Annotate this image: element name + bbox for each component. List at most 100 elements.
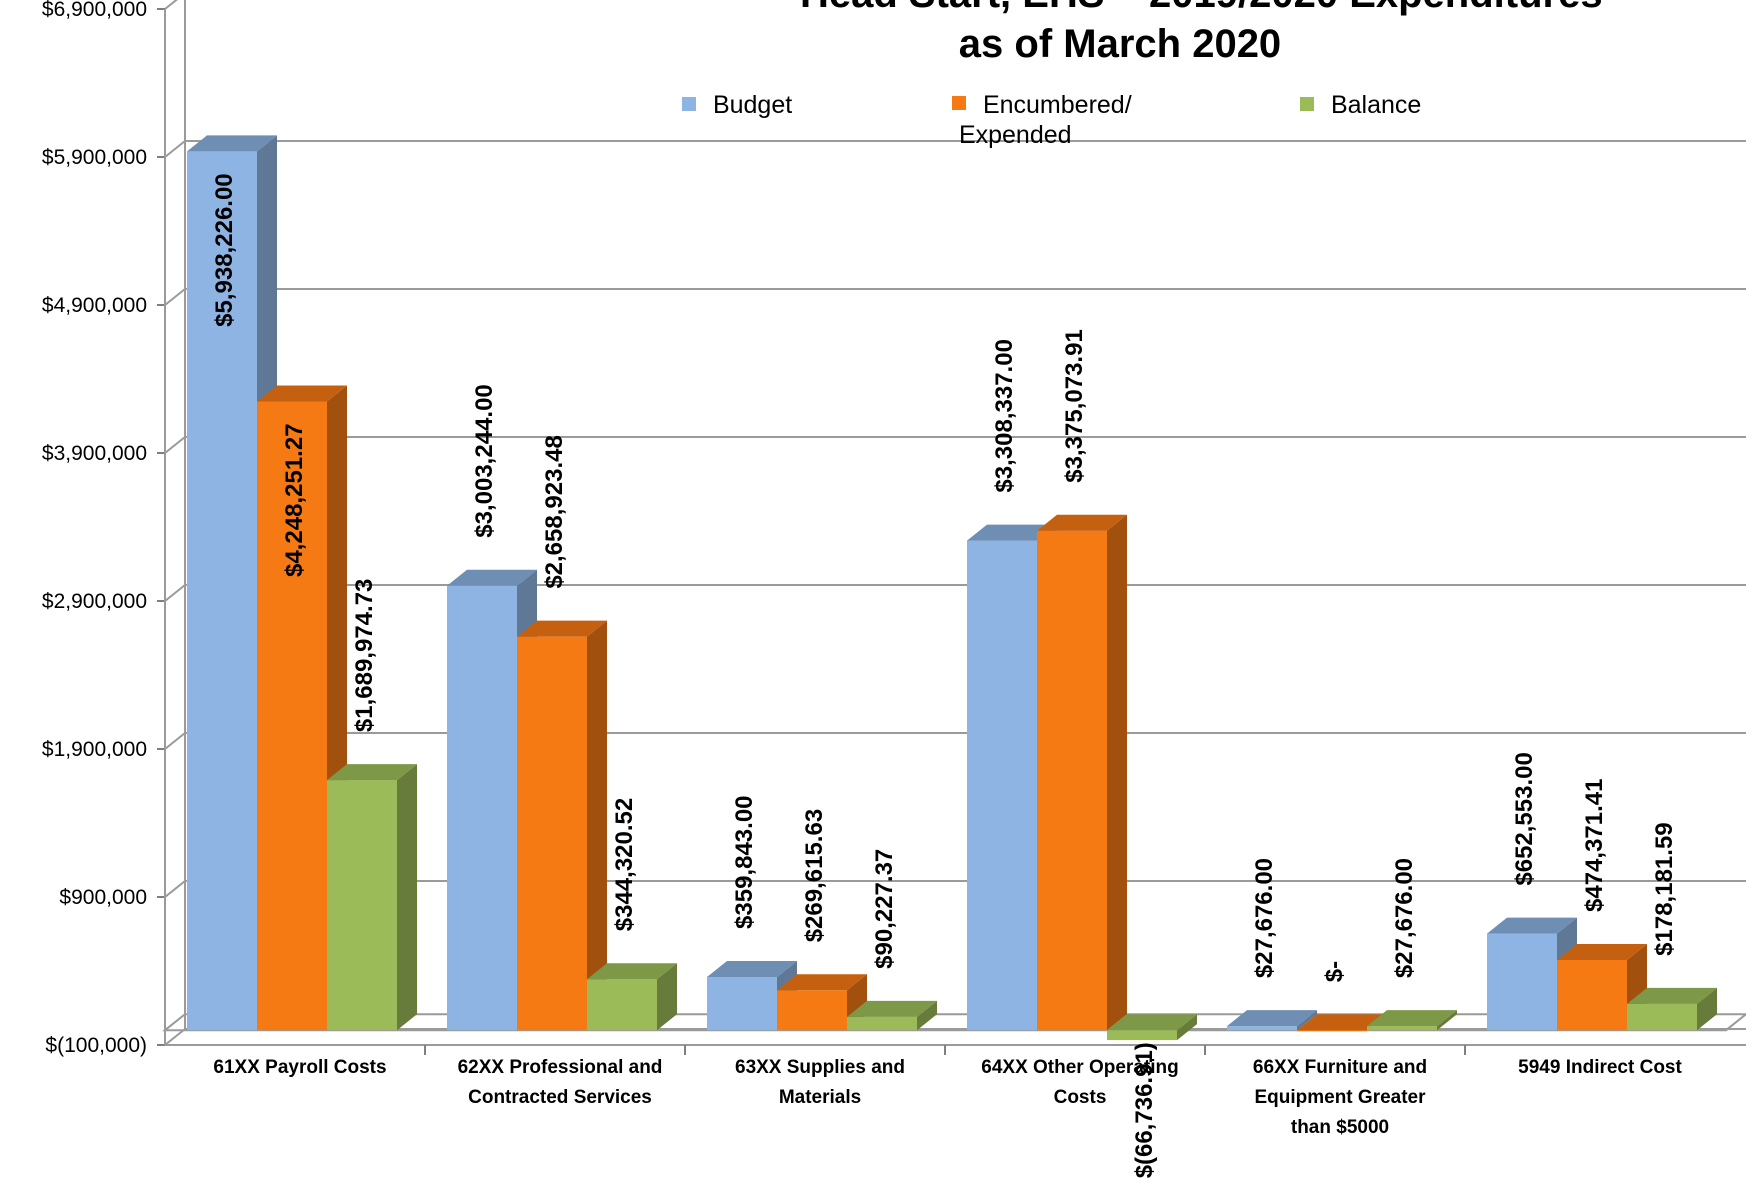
bar-side-2-5: [1697, 987, 1717, 1031]
bar-front-0-5: [1487, 933, 1557, 1031]
floor-plane: [162, 1013, 1746, 1032]
bar-top-1-4: [1297, 1014, 1387, 1031]
bar-front-1-5: [1557, 959, 1627, 1031]
ytick-label-6: $5,900,000: [42, 146, 147, 169]
category-label-4-0: 66XX Furniture and: [1253, 1057, 1427, 1078]
bar-side-0-4: [1297, 1010, 1317, 1031]
data-label-1-3: $3,375,073.91: [1061, 329, 1088, 482]
bar-2-3: [1107, 1014, 1197, 1041]
bar-front-2-3: [1107, 1030, 1177, 1041]
labels-layer: $5,938,226.00 $3,003,244.00 $359,843.00 $3,…: [211, 173, 1678, 1178]
bar-side-2-1: [657, 963, 677, 1031]
gridline-wall-6: [164, 140, 186, 158]
ytick-label-1: $900,000: [59, 886, 147, 909]
bar-top-2-1: [587, 963, 677, 980]
data-label-1-4: $-: [1321, 961, 1348, 982]
data-label-0-4: $27,676.00: [1251, 858, 1278, 978]
bar-front-2-0: [327, 780, 397, 1031]
bar-side-2-0: [397, 764, 417, 1031]
category-label-2-1: Materials: [779, 1087, 861, 1108]
bar-front-1-4: [1297, 1030, 1367, 1032]
category-label-0-0: 61XX Payroll Costs: [213, 1057, 386, 1078]
data-label-2-3: $(66,736.91): [1131, 1042, 1158, 1178]
bar-2-1: [587, 963, 677, 1031]
bar-front-2-4: [1367, 1026, 1437, 1031]
bar-top-2-4: [1367, 1010, 1457, 1027]
ytick-label-2: $1,900,000: [42, 738, 147, 761]
bar-1-3: [1037, 514, 1127, 1031]
gridline-wall-5: [164, 288, 186, 306]
bar-top-1-2: [777, 974, 867, 991]
data-label-0-3: $3,308,337.00: [991, 339, 1018, 492]
legend-label-budget: Budget: [712, 91, 793, 119]
legend-item-balance: Balance: [1300, 90, 1421, 120]
data-label-1-1: $2,658,923.48: [541, 435, 568, 588]
bar-top-2-2: [847, 1000, 937, 1017]
legend-label-encumbered-line-1: Encumbered/: [982, 91, 1132, 119]
bar-front-1-1: [517, 636, 587, 1031]
bar-front-0-1: [447, 585, 517, 1031]
bar-top-1-1: [517, 620, 607, 637]
bar-top-0-2: [707, 960, 797, 977]
bar-top-0-1: [447, 569, 537, 586]
bar-1-1: [517, 620, 607, 1031]
category-label-1-0: 62XX Professional and: [458, 1057, 663, 1078]
category-label-1-1: Contracted Services: [468, 1087, 652, 1108]
chart-title-line-1: Head Start, EHS – 2019/2020 Expenditures: [800, 0, 1603, 17]
bars-layer: [187, 135, 1717, 1041]
bar-front-2-5: [1627, 1003, 1697, 1031]
data-label-2-5: $178,181.59: [1651, 822, 1678, 955]
category-label-3-1: Costs: [1054, 1087, 1107, 1108]
axis-layer: $(100,000) $900,000 $1,900,000 $2,900,000 $3…: [42, 0, 1746, 1138]
legend-swatch-balance: [1300, 97, 1314, 111]
data-label-0-5: $652,553.00: [1511, 752, 1538, 885]
legend-swatch-encumbered: [952, 96, 966, 110]
gridline-wall-7: [164, 0, 178, 10]
bar-top-2-0: [327, 764, 417, 781]
data-label-1-2: $269,615.63: [801, 809, 828, 942]
ytick-label-3: $2,900,000: [42, 590, 147, 613]
bar-side-2-3: [1177, 1014, 1197, 1041]
chart-title-line-2: as of March 2020: [958, 22, 1282, 66]
gridline-wall-4: [164, 436, 186, 454]
bar-top-2-5: [1627, 987, 1717, 1004]
gridline-wall-0: [164, 1028, 186, 1046]
bar-side-1-3: [1107, 514, 1127, 1031]
bar-side-2-2: [917, 1000, 937, 1031]
bar-top-0-0: [187, 135, 277, 152]
bar-front-1-2: [777, 990, 847, 1031]
data-label-0-1: $3,003,244.00: [471, 384, 498, 537]
legend-swatch-budget: [682, 97, 696, 111]
bar-top-1-5: [1557, 943, 1647, 960]
data-label-1-0: $4,248,251.27: [281, 423, 308, 576]
bar-front-2-1: [587, 979, 657, 1031]
bar-side-1-1: [587, 620, 607, 1031]
legend-item-encumbered: Encumbered/ Expended: [952, 90, 1132, 150]
data-label-0-0: $5,938,226.00: [211, 173, 238, 326]
bar-2-0: [327, 764, 417, 1031]
data-label-2-0: $1,689,974.73: [351, 579, 378, 732]
bar-front-0-3: [967, 540, 1037, 1031]
legend-item-budget: Budget: [682, 90, 792, 120]
category-label-4-2: than $5000: [1291, 1117, 1389, 1138]
ytick-label-5: $4,900,000: [42, 294, 147, 317]
bar-top-1-0: [257, 385, 347, 402]
bar-top-1-3: [1037, 514, 1127, 531]
bar-front-2-2: [847, 1016, 917, 1031]
bar-0-4: [1227, 1010, 1317, 1031]
bar-top-0-5: [1487, 917, 1577, 934]
bar-2-4: [1367, 1010, 1457, 1031]
ytick-label-4: $3,900,000: [42, 442, 147, 465]
bar-front-0-2: [707, 976, 777, 1031]
category-label-3-0: 64XX Other Operating: [981, 1057, 1178, 1078]
bar-2-2: [847, 1000, 937, 1031]
bar-top-0-4: [1227, 1010, 1317, 1027]
gridline-wall-2: [164, 732, 186, 750]
legend-label-encumbered-line-2: Expended: [958, 121, 1072, 149]
category-label-5-0: 5949 Indirect Cost: [1518, 1057, 1682, 1078]
bar-front-0-4: [1227, 1026, 1297, 1031]
bar-side-2-4: [1437, 1010, 1457, 1031]
bar-front-1-0: [257, 401, 327, 1031]
gridline-wall-1: [164, 880, 186, 898]
